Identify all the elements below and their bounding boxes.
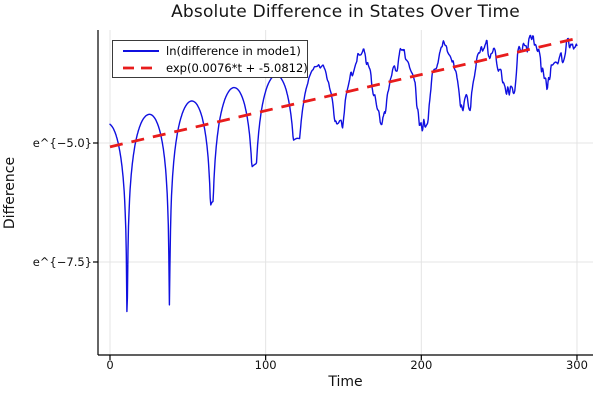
legend-label-series1: ln(difference in mode1) [166, 43, 301, 58]
y-tick-label: e^{−5.0} [32, 135, 92, 150]
y-tick-label: e^{−7.5} [32, 254, 92, 269]
chart-title: Absolute Difference in States Over Time [171, 2, 520, 22]
red-dashed-sample-icon [123, 66, 159, 69]
x-tick-label: 0 [106, 358, 114, 372]
series-line-ln-difference [109, 34, 578, 313]
legend-entry-series2: exp(0.0076*t + -5.0812) [121, 60, 308, 76]
x-tick-label: 200 [410, 358, 433, 372]
legend-label-series2: exp(0.0076*t + -5.0812) [166, 60, 308, 75]
x-tick-label: 300 [565, 358, 588, 372]
series-line-exponential-fit [109, 36, 579, 149]
blue-line-sample-icon [123, 49, 159, 52]
legend-entry-series1: ln(difference in mode1) [121, 43, 303, 59]
legend: ln(difference in mode1) exp(0.0076*t + -… [112, 40, 308, 78]
x-axis-label: Time [328, 374, 363, 390]
x-tick-label: 100 [254, 358, 277, 372]
y-axis-label: Difference [2, 156, 18, 230]
